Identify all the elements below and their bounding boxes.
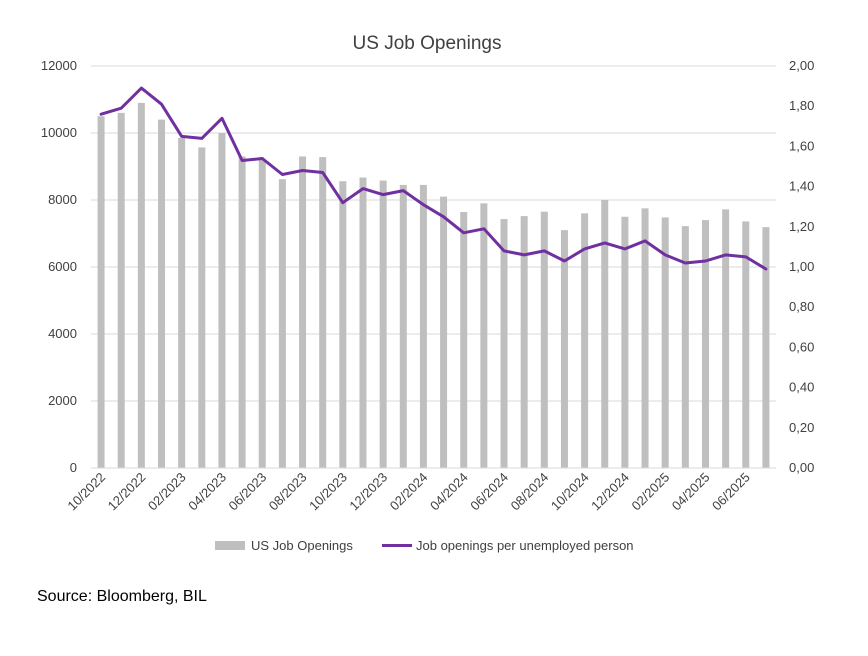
right-tick-label: 1,00 [789, 259, 814, 274]
legend-label-ratio: Job openings per unemployed person [416, 538, 634, 553]
bar [641, 208, 649, 468]
right-tick-label: 1,80 [789, 98, 814, 113]
legend-label-job-openings: US Job Openings [251, 538, 353, 553]
x-tick-label: 10/2022 [64, 470, 108, 514]
line-series [99, 86, 768, 271]
x-tick-label: 02/2023 [145, 470, 189, 514]
right-tick-label: 0,00 [789, 460, 814, 475]
left-tick-label: 2000 [48, 393, 77, 408]
bar [218, 133, 226, 468]
bar [540, 211, 548, 468]
bar [762, 227, 770, 468]
bar [399, 184, 407, 469]
bar [661, 217, 669, 468]
x-tick-label: 02/2024 [387, 470, 431, 514]
legend: US Job Openings Job openings per unemplo… [215, 538, 634, 553]
bar [520, 216, 528, 468]
x-axis: 10/202212/202202/202304/202306/202308/20… [64, 467, 776, 514]
x-tick-label: 04/2025 [669, 470, 713, 514]
bar [440, 196, 448, 468]
source-note: Source: Bloomberg, BIL [37, 588, 207, 605]
x-tick-label: 12/2023 [346, 470, 390, 514]
legend-swatch-job-openings [215, 541, 245, 550]
left-tick-label: 4000 [48, 326, 77, 341]
bar [359, 177, 367, 468]
bar [722, 209, 730, 468]
x-tick-label: 04/2023 [185, 470, 229, 514]
right-tick-label: 1,20 [789, 219, 814, 234]
bar [500, 219, 508, 468]
left-tick-label: 0 [70, 460, 77, 475]
right-axis: 0,00 0,20 0,40 0,60 0,80 1,00 1,20 1,40 1,60 1,80… [789, 58, 814, 475]
x-tick-label: 06/2023 [226, 470, 270, 514]
right-tick-label: 2,00 [789, 58, 814, 73]
bar [278, 179, 286, 469]
bar [601, 200, 609, 468]
bar [701, 220, 709, 468]
bar [158, 119, 166, 468]
x-tick-label: 06/2024 [467, 470, 511, 514]
x-tick-label: 12/2024 [588, 470, 632, 514]
bar [238, 156, 246, 468]
right-tick-label: 1,60 [789, 138, 814, 153]
left-tick-label: 10000 [41, 125, 77, 140]
bar [319, 157, 327, 468]
bar [258, 159, 266, 469]
bar [97, 116, 105, 468]
bar [117, 112, 125, 469]
right-tick-label: 0,60 [789, 339, 814, 354]
bar [681, 226, 689, 468]
bar [379, 180, 387, 468]
x-tick-label: 10/2024 [548, 470, 592, 514]
chart-title: US Job Openings [353, 33, 502, 54]
bar [178, 138, 186, 468]
bar [460, 212, 468, 468]
x-tick-label: 08/2024 [508, 470, 552, 514]
bar [581, 213, 589, 468]
bar [560, 230, 568, 468]
x-tick-label: 12/2022 [105, 470, 149, 514]
right-tick-label: 0,20 [789, 420, 814, 435]
bar [137, 102, 145, 468]
bar [621, 216, 629, 468]
left-tick-label: 12000 [41, 58, 77, 73]
bar [742, 221, 750, 468]
left-tick-label: 8000 [48, 192, 77, 207]
right-tick-label: 0,40 [789, 380, 814, 395]
right-tick-label: 1,40 [789, 179, 814, 194]
x-tick-label: 08/2023 [266, 470, 310, 514]
left-tick-label: 6000 [48, 259, 77, 274]
x-tick-label: 04/2024 [427, 470, 471, 514]
bar-series [97, 102, 770, 469]
bar [198, 147, 206, 468]
bar [419, 184, 427, 469]
bar [480, 203, 488, 468]
bar [339, 181, 347, 469]
ratio-line [99, 86, 768, 271]
x-tick-label: 10/2023 [306, 470, 350, 514]
x-tick-label: 06/2025 [709, 470, 753, 514]
right-tick-label: 0,80 [789, 299, 814, 314]
x-tick-label: 02/2025 [628, 470, 672, 514]
left-axis: 0 2000 4000 6000 8000 10000 12000 [41, 58, 77, 475]
gridlines [91, 65, 776, 469]
bar [299, 156, 307, 468]
